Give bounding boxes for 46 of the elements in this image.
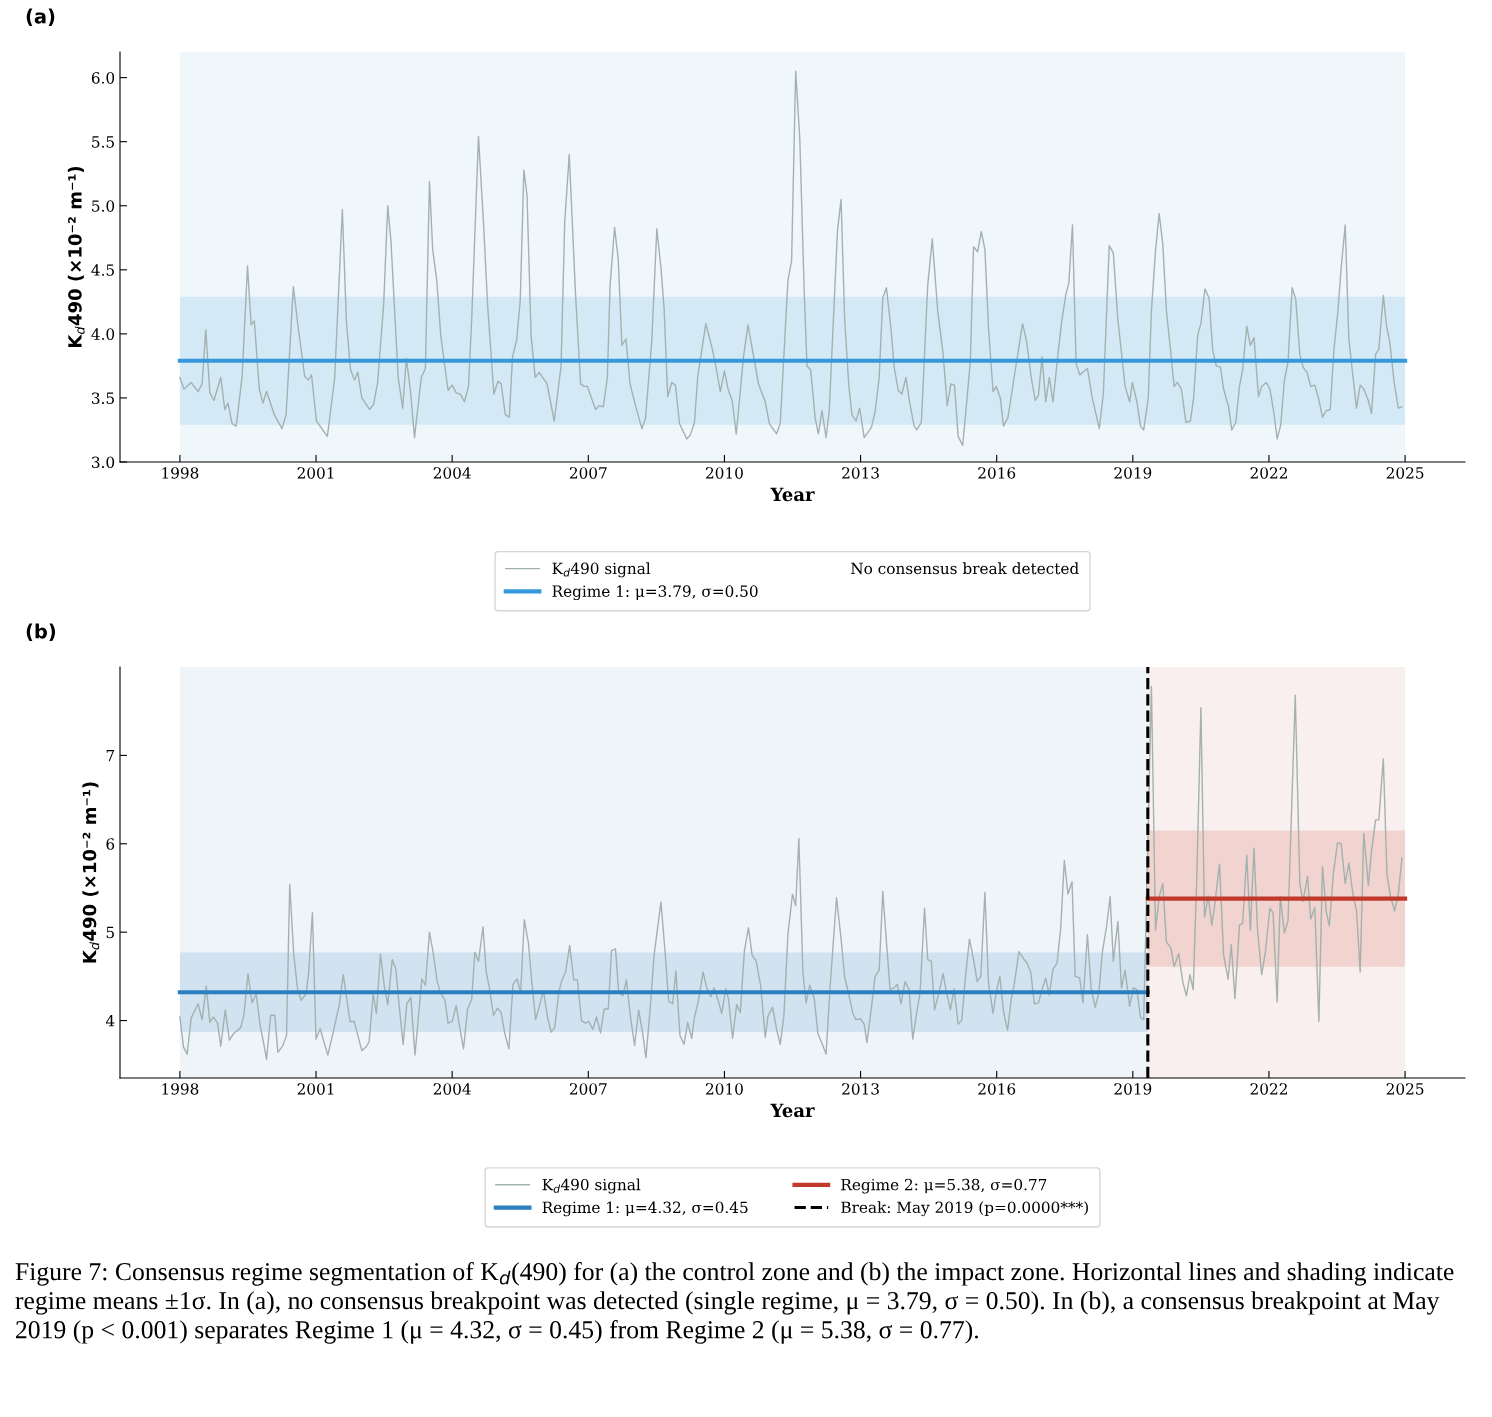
y-tick-label: 3.5 bbox=[92, 392, 114, 404]
y-tick-label: 4.0 bbox=[91, 328, 115, 340]
x-tick-label: 2004 bbox=[433, 1083, 471, 1095]
x-tick-label: 2019 bbox=[1114, 1083, 1152, 1095]
text: No consensus break detected bbox=[851, 562, 1079, 575]
x-tick-label: 2013 bbox=[842, 1083, 879, 1095]
chart-title: (a) bbox=[26, 8, 55, 26]
x-tick-label: 2010 bbox=[706, 1083, 743, 1095]
y-tick-label: 4 bbox=[105, 1015, 115, 1027]
x-tick-label: 2007 bbox=[569, 467, 607, 479]
x-tick-label: 2001 bbox=[297, 467, 334, 479]
x-tick-label: 2025 bbox=[1386, 467, 1424, 479]
x-tick-label: 1998 bbox=[162, 467, 199, 479]
legend-label: Break: May 2019 (p=0.0000***) bbox=[841, 1201, 1088, 1217]
y-axis-title: K$_{d}$490 (×10⁻² m⁻¹) bbox=[82, 782, 100, 963]
x-axis-title: Year bbox=[770, 487, 815, 502]
y-tick-label: 5.5 bbox=[92, 136, 114, 148]
y-tick-label: 6 bbox=[106, 838, 115, 850]
y-tick-label: 7 bbox=[106, 750, 115, 762]
caption: Figure 7: Consensus regime segmentation of K$_{d}$(490) for (a) the control zone and (b) the impact zone. Horizontal lines and shading indicate regime means ±1σ. In (a), no consensus breakpoint was detected (single regime, μ = 3.79, σ = 0.50). In (b), a consensus breakpoint at May 2019 (p < 0.001) separates Regime 1 (μ = 4.32, σ = 0.45) from Regime 2 (μ = 5.38, σ = 0.77). bbox=[15, 1262, 1454, 1344]
legend-label: Regime 1: μ=3.79, σ=0.50 bbox=[552, 585, 758, 601]
line-series bbox=[179, 685, 1403, 1061]
y-tick-label: 5 bbox=[106, 926, 114, 939]
chart-title: (b) bbox=[26, 623, 56, 641]
x-tick-label: 2016 bbox=[978, 467, 1016, 479]
y-tick-label: 6.0 bbox=[91, 72, 115, 84]
y-axis-title: K$_{d}$490 (×10⁻² m⁻¹) bbox=[67, 166, 85, 348]
x-tick-label: 2019 bbox=[1114, 467, 1152, 479]
y-tick-label: 4.5 bbox=[91, 264, 114, 276]
y-tick-label: 5.0 bbox=[92, 200, 115, 212]
legend-label: K$_{d}$490 signal bbox=[542, 1178, 641, 1194]
x-tick-label: 2010 bbox=[706, 467, 743, 479]
x-tick-label: 2004 bbox=[433, 467, 471, 479]
x-tick-label: 2025 bbox=[1386, 1083, 1424, 1095]
x-axis-title: Year bbox=[770, 1103, 815, 1118]
x-tick-label: 2022 bbox=[1250, 467, 1287, 479]
legend-label: K$_{d}$490 signal bbox=[552, 562, 651, 578]
x-tick-label: 2007 bbox=[569, 1083, 607, 1095]
y-tick-label: 3.0 bbox=[92, 456, 115, 469]
x-tick-label: 2016 bbox=[978, 1083, 1016, 1095]
x-tick-label: 2013 bbox=[842, 467, 879, 479]
x-tick-label: 2001 bbox=[297, 1083, 334, 1095]
x-tick-label: 2022 bbox=[1250, 1083, 1287, 1095]
legend-label: Regime 2: μ=5.38, σ=0.77 bbox=[841, 1178, 1047, 1194]
x-tick-label: 1998 bbox=[162, 1083, 199, 1095]
legend-label: Regime 1: μ=4.32, σ=0.45 bbox=[542, 1201, 748, 1217]
